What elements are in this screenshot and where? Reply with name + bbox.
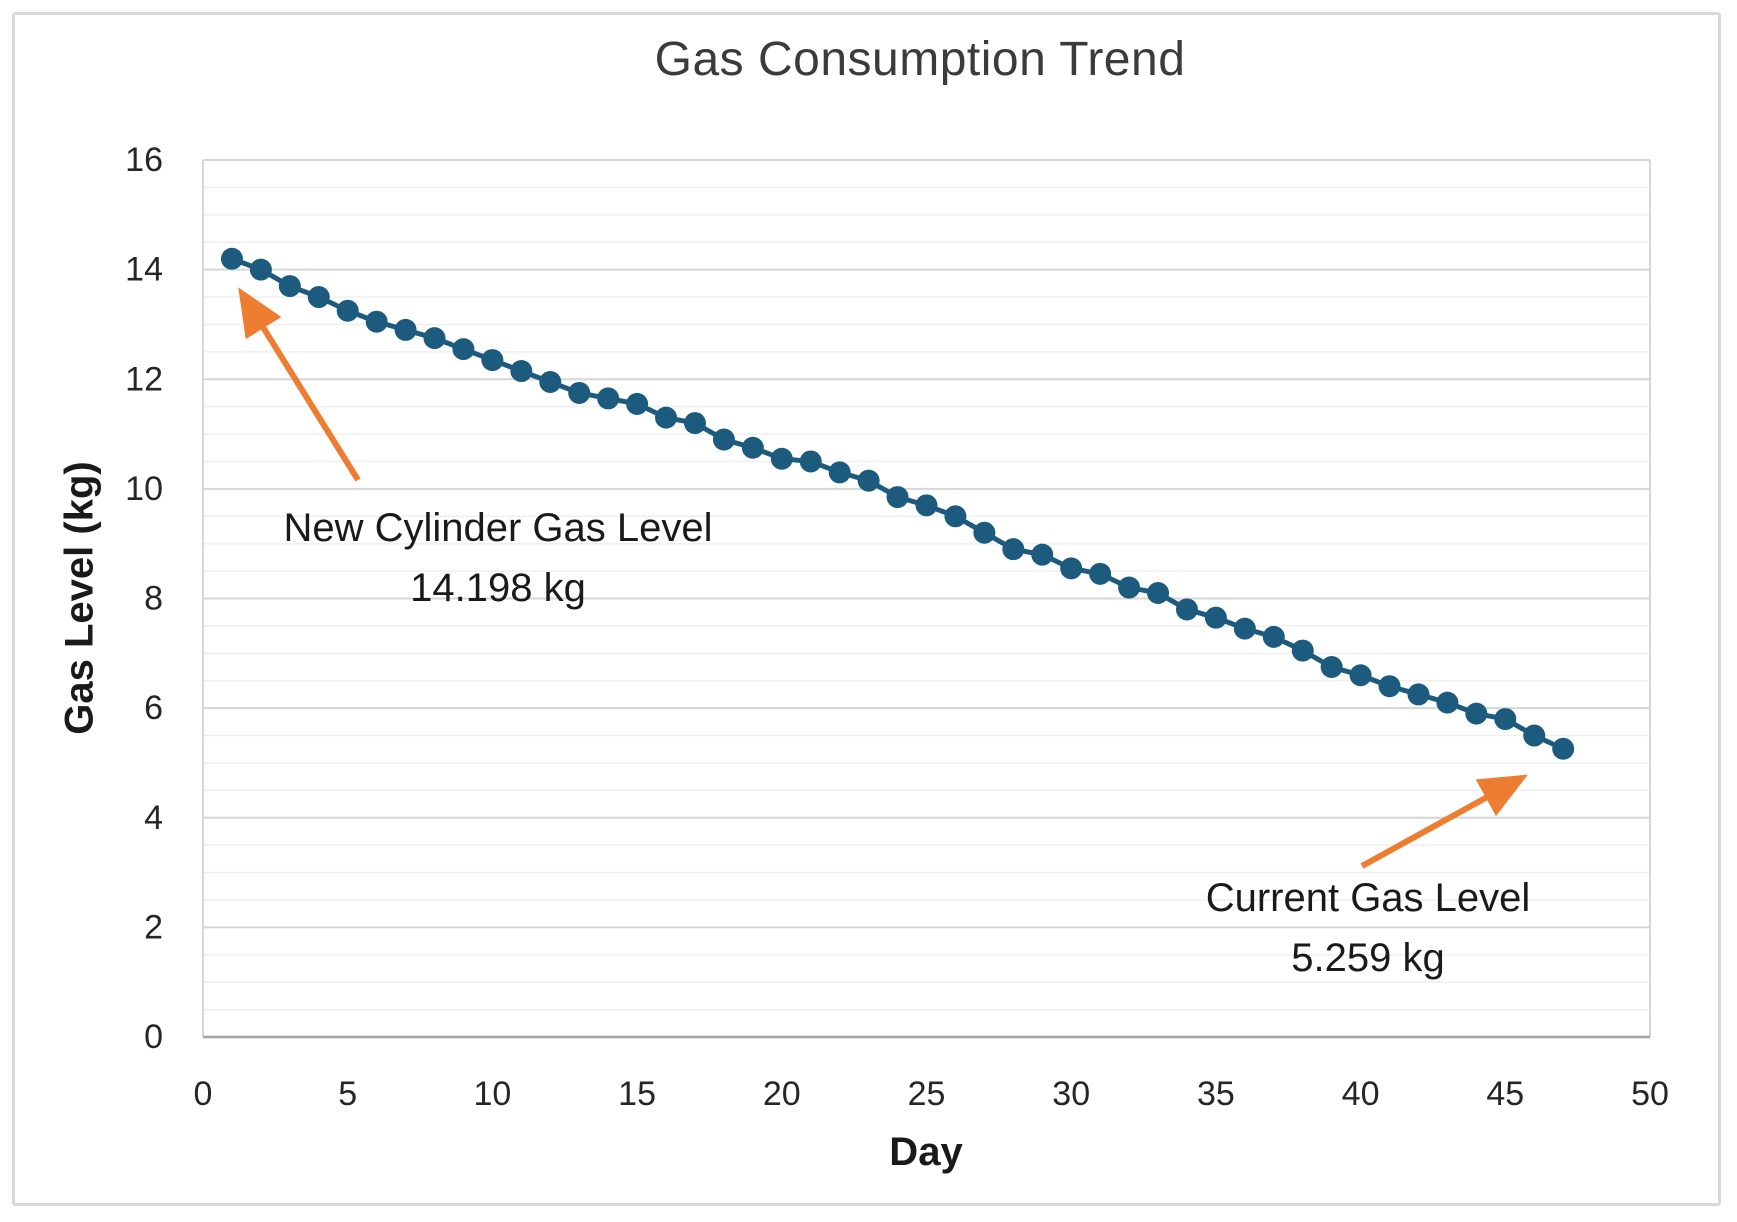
data-point-marker (336, 299, 359, 322)
data-point-marker (712, 428, 735, 451)
y-tick-label: 16 (125, 141, 163, 179)
data-point-marker (249, 258, 272, 281)
annotation-current-gas: Current Gas Level 5.259 kg (1206, 868, 1531, 988)
data-point-marker (1523, 724, 1546, 747)
data-point-marker (1089, 562, 1112, 585)
chart-title: Gas Consumption Trend (654, 33, 1186, 86)
data-point-marker (1060, 557, 1083, 580)
annotation-new-cylinder-value: 14.198 kg (410, 566, 586, 610)
x-tick-label: 20 (763, 1075, 801, 1113)
data-point-marker (1233, 617, 1256, 640)
x-tick-label: 50 (1631, 1075, 1669, 1113)
y-tick-label: 6 (144, 689, 163, 727)
y-tick-label: 12 (125, 360, 163, 398)
data-point-marker (597, 387, 620, 410)
data-point-marker (828, 461, 851, 484)
data-point-marker (1031, 543, 1054, 566)
x-tick-label: 15 (618, 1075, 656, 1113)
annotation-current-gas-value: 5.259 kg (1291, 936, 1445, 980)
x-tick-label: 45 (1486, 1075, 1524, 1113)
data-point-marker (539, 370, 562, 393)
data-point-marker (886, 486, 909, 509)
annotation-current-gas-label: Current Gas Level (1205, 876, 1531, 920)
y-tick-label: 4 (144, 799, 163, 837)
data-point-marker (1118, 576, 1141, 599)
data-point-marker (973, 521, 996, 544)
data-point-marker (307, 286, 330, 309)
data-point-marker (481, 349, 504, 372)
chart-frame (12, 12, 1721, 1206)
y-tick-label: 2 (144, 908, 163, 946)
x-tick-label: 35 (1197, 1075, 1235, 1113)
data-point-marker (510, 360, 533, 383)
y-tick-label: 14 (125, 251, 163, 289)
data-point-marker (1407, 683, 1430, 706)
data-point-marker (568, 381, 591, 404)
data-point-marker (1002, 538, 1025, 561)
y-tick-label: 8 (144, 580, 163, 618)
data-point-marker (365, 310, 388, 333)
data-point-marker (799, 450, 822, 473)
data-point-marker (1465, 702, 1488, 725)
data-point-marker (626, 392, 649, 415)
data-point-marker (915, 494, 938, 517)
data-point-marker (655, 406, 678, 429)
x-tick-label: 40 (1342, 1075, 1380, 1113)
data-point-marker (423, 327, 446, 350)
annotation-new-cylinder: New Cylinder Gas Level 14.198 kg (283, 498, 712, 618)
data-point-marker (857, 469, 880, 492)
data-point-marker (1378, 675, 1401, 698)
data-point-marker (1175, 598, 1198, 621)
x-tick-label: 10 (473, 1075, 511, 1113)
data-point-marker (944, 505, 967, 528)
y-tick-label: 10 (125, 470, 163, 508)
data-point-marker (1552, 737, 1575, 760)
data-point-marker (1262, 625, 1285, 648)
data-point-marker (1320, 656, 1343, 679)
y-axis-title: Gas Level (kg) (57, 461, 102, 735)
x-tick-label: 30 (1052, 1075, 1090, 1113)
x-tick-label: 25 (908, 1075, 946, 1113)
data-point-marker (1204, 606, 1227, 629)
data-point-marker (770, 447, 793, 470)
x-tick-label: 5 (338, 1075, 357, 1113)
y-tick-label: 0 (144, 1018, 163, 1056)
data-point-marker (1349, 664, 1372, 687)
x-tick-label: 0 (194, 1075, 213, 1113)
data-point-marker (1436, 691, 1459, 714)
data-point-marker (1494, 708, 1517, 731)
data-point-marker (452, 338, 475, 361)
annotation-new-cylinder-label: New Cylinder Gas Level (283, 506, 713, 550)
data-point-marker (741, 436, 764, 459)
data-point-marker (220, 247, 243, 270)
data-point-marker (683, 412, 706, 435)
data-point-marker (394, 318, 417, 341)
data-point-marker (1147, 582, 1170, 605)
data-point-marker (278, 275, 301, 298)
x-axis-title: Day (889, 1130, 963, 1174)
annotation-arrow-current (1360, 774, 1528, 869)
data-point-marker (1291, 639, 1314, 662)
annotation-arrow-new-cylinder (238, 287, 361, 482)
